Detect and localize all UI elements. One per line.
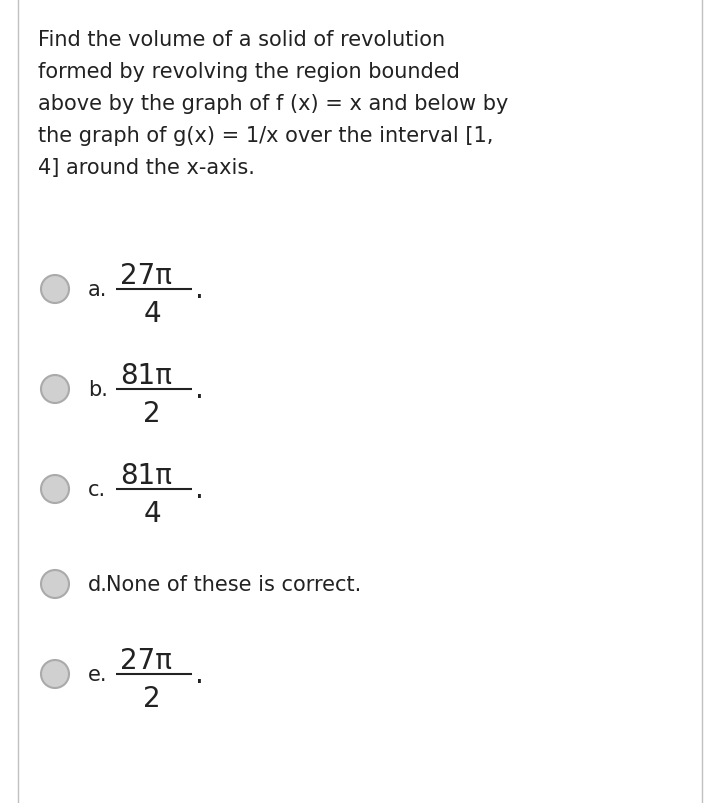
Text: .: . (195, 660, 204, 688)
Text: .: . (195, 275, 204, 304)
Circle shape (41, 376, 69, 403)
Text: 4] around the x-axis.: 4] around the x-axis. (38, 158, 255, 177)
Text: .: . (195, 376, 204, 403)
Text: 2: 2 (143, 684, 161, 712)
Text: c.: c. (88, 479, 106, 499)
Text: .: . (195, 475, 204, 503)
Text: e.: e. (88, 664, 107, 684)
Circle shape (41, 660, 69, 688)
Text: d.: d. (88, 574, 108, 594)
Text: the graph of g(x) = 1/x over the interval [1,: the graph of g(x) = 1/x over the interva… (38, 126, 493, 146)
Text: 81π: 81π (120, 361, 172, 389)
Text: 2: 2 (143, 400, 161, 427)
Text: 27π: 27π (120, 646, 172, 675)
Circle shape (41, 275, 69, 304)
Text: 4: 4 (143, 300, 161, 328)
Text: 4: 4 (143, 499, 161, 528)
Text: 27π: 27π (120, 262, 172, 290)
Text: b.: b. (88, 380, 108, 400)
Text: Find the volume of a solid of revolution: Find the volume of a solid of revolution (38, 30, 445, 50)
Text: above by the graph of f (x) = x and below by: above by the graph of f (x) = x and belo… (38, 94, 508, 114)
Text: a.: a. (88, 279, 107, 300)
Circle shape (41, 475, 69, 503)
Circle shape (41, 570, 69, 598)
Text: 81π: 81π (120, 462, 172, 489)
Text: None of these is correct.: None of these is correct. (106, 574, 361, 594)
Text: formed by revolving the region bounded: formed by revolving the region bounded (38, 62, 460, 82)
